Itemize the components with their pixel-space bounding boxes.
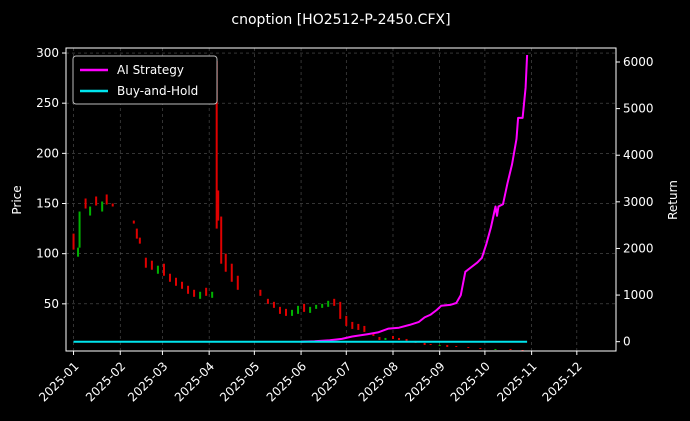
y-tick-label: 250 [36,96,59,110]
candle [72,233,75,250]
candle [327,300,330,307]
candle [391,335,394,339]
candle [132,220,135,224]
return-lines [73,54,529,343]
candle [291,309,294,316]
grid [66,48,616,351]
y-tick-label: 300 [36,46,59,60]
candle [398,337,401,340]
candle [521,349,524,351]
candle [272,301,275,308]
candle [339,301,342,319]
y2-tick-label: 2000 [623,241,654,255]
candle [429,343,432,345]
candle [230,263,233,282]
candle [509,348,512,350]
candle [405,338,408,341]
candle [77,247,80,257]
candle [156,265,159,274]
candle [384,337,387,340]
candle [199,291,202,299]
y2-axis-title: Return [666,180,680,220]
candle [446,344,449,347]
candle [217,190,220,221]
candle [315,304,318,309]
y-tick-label: 100 [36,247,59,261]
candle [303,303,306,312]
candle [224,253,227,272]
candle [111,203,114,207]
candle [105,194,108,205]
candle [455,345,458,347]
candle [333,298,336,306]
candle [278,306,281,314]
y2-tick-label: 5000 [623,102,654,116]
candle [423,342,426,345]
candle [181,281,184,289]
legend-label-buy-and-hold: Buy-and-Hold [117,84,198,98]
candlesticks [72,61,524,351]
candle [175,277,177,286]
candle [193,289,196,297]
candle [135,228,138,239]
y2-tick-label: 1000 [623,288,654,302]
candle [351,321,354,329]
candle [321,303,324,308]
y-tick-label: 200 [36,146,59,160]
candle [215,61,218,229]
candle [438,344,441,346]
candle [144,257,147,268]
candle [220,216,223,264]
candle [187,285,190,294]
y-axis-title: Price [10,185,24,214]
candle [494,348,497,350]
y2-tick-label: 6000 [623,55,654,69]
chart-title: cnoption [HO2512-P-2450.CFX] [231,12,450,28]
candle [162,263,165,276]
candle [168,273,171,282]
candle [363,325,366,332]
candle [259,289,262,296]
candle [101,201,104,212]
candle [236,275,239,290]
candle [266,298,269,304]
candle [372,333,375,336]
candle [345,315,348,326]
candle [211,291,214,298]
candle [378,336,381,340]
candle [357,323,360,330]
legend-box [72,55,218,105]
legend: AI Strategy Buy-and-Hold [72,55,218,105]
candle [150,260,153,270]
y-tick-label: 150 [36,197,59,211]
legend-label-ai-strategy: AI Strategy [117,63,184,77]
candle [467,346,470,348]
candle [297,305,300,314]
candle [89,206,92,216]
candle [95,196,98,206]
y2-tick-label: 3000 [623,195,654,209]
candle [479,347,482,349]
y2-tick-label: 4000 [623,148,654,162]
series-line-ai-strategy [301,54,529,343]
candle [205,287,208,296]
candle [138,237,141,244]
y2-tick-label: 0 [623,335,631,349]
candle [78,211,81,248]
candle [84,198,87,209]
y-tick-label: 50 [44,297,59,311]
candle [285,308,287,316]
plot-frame [65,47,617,352]
candle [309,306,312,313]
